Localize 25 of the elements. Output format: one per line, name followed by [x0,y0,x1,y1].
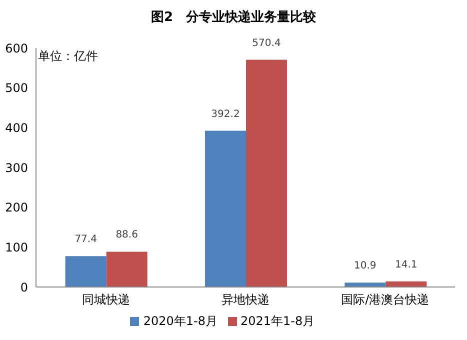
y-tick-label: 400 [5,120,28,135]
data-label: 88.6 [116,230,138,241]
y-tick-label: 600 [5,41,28,56]
y-tick-label: 200 [5,200,28,215]
bar [106,252,148,287]
bar [65,256,106,287]
bar [246,60,287,287]
y-tick-label: 500 [5,81,28,96]
x-tick-label: 国际/港澳台快递 [341,292,430,307]
data-label: 570.4 [252,38,281,49]
bar [344,282,386,287]
x-tick-label: 异地快递 [222,292,270,307]
bar [204,130,246,287]
data-label: 10.9 [354,260,376,272]
legend-label: 2021年1-8月 [240,314,315,328]
legend-label: 2020年1-8月 [143,314,218,328]
x-tick-label: 同城快递 [82,292,130,307]
chart-title: 图2 分专业快递业务量比较 [150,8,318,26]
y-tick-label: 300 [5,160,28,175]
y-tick-label: 0 [20,280,28,294]
data-label: 14.1 [395,259,418,270]
y-tick-label: 100 [5,240,28,254]
data-label: 392.2 [211,108,240,120]
annotation: 单位：亿件 [38,48,98,65]
data-label: 77.4 [74,234,97,246]
